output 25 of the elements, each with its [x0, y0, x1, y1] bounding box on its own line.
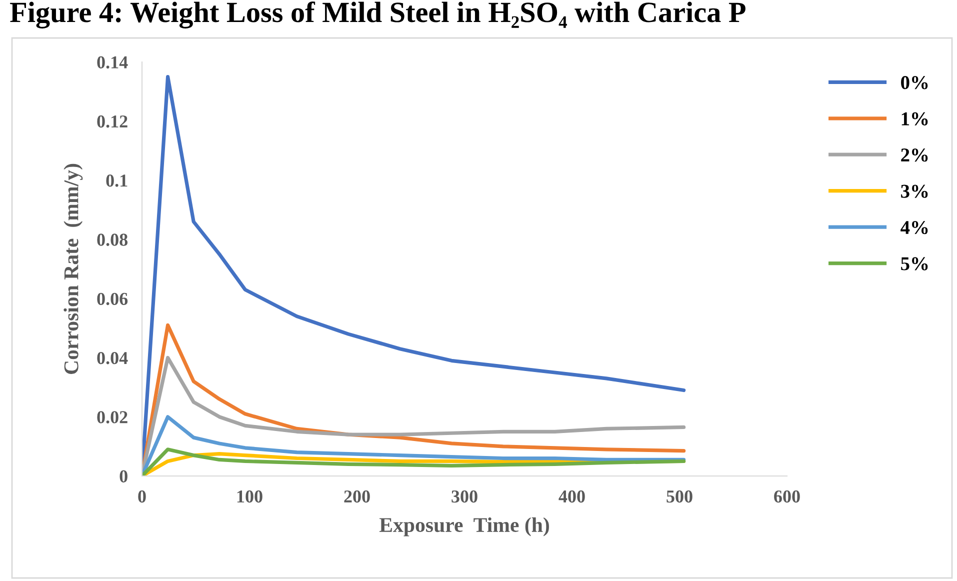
y-tick-label: 0.02	[97, 411, 128, 424]
y-tick-label: 0.1	[106, 174, 128, 187]
x-axis-title: Exposure Time (h)	[379, 517, 549, 536]
x-tick-label: 400	[558, 490, 585, 503]
x-tick-label: 100	[237, 490, 262, 503]
x-tick-label: 0	[138, 490, 146, 503]
line-series	[142, 448, 686, 476]
y-axis-title: Corrosion Rate (mm/y)	[64, 164, 83, 374]
legend-label: 2%	[901, 148, 928, 162]
y-tick-label: 0.06	[97, 292, 128, 306]
y-tick-label: 0.14	[97, 56, 128, 69]
legend-label: 4%	[900, 220, 928, 234]
x-tick-label: 200	[344, 490, 370, 503]
legend-label: 1%	[902, 112, 928, 126]
legend-label: 0%	[901, 76, 928, 90]
x-tick-label: 300	[452, 490, 478, 503]
y-tick-label: 0.12	[97, 115, 128, 128]
chart-title: Figure 4: Weight Loss of Mild Steel in H₂SO₄ with Carica P	[10, 1, 746, 28]
x-tick-label: 500	[666, 490, 692, 503]
y-tick-label: 0	[120, 470, 128, 482]
legend-label: 3%	[901, 184, 928, 198]
y-tick-label: 0.04	[97, 352, 128, 364]
legend-label: 5%	[901, 257, 928, 270]
y-tick-label: 0.08	[97, 234, 128, 246]
x-tick-label: 600	[774, 490, 800, 503]
